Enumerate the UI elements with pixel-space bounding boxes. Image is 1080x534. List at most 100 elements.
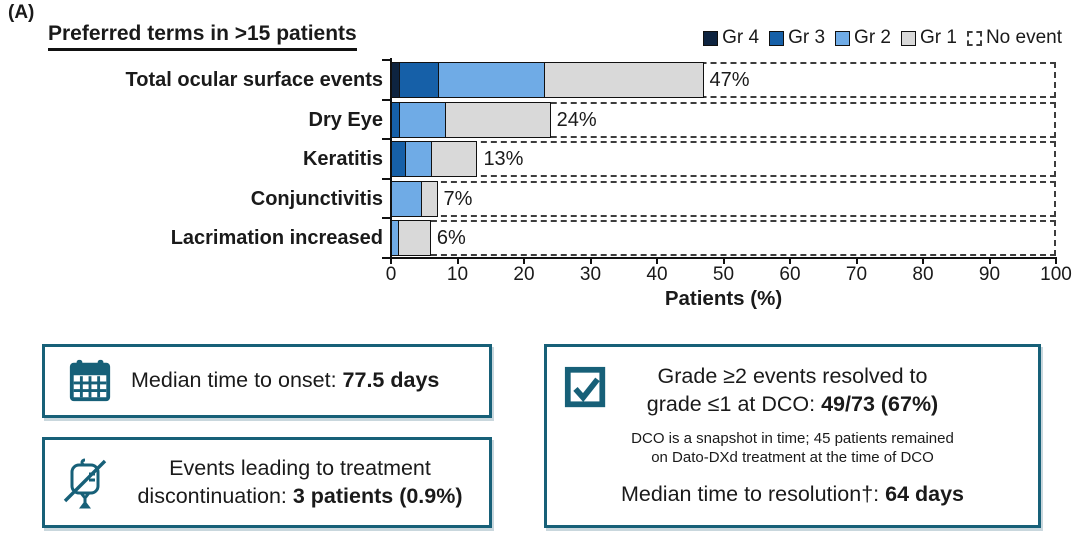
x-axis-tick: [1055, 258, 1057, 264]
x-axis-tick-label: 90: [978, 264, 1001, 285]
category-label: Keratitis: [302, 148, 383, 170]
bar-value-label: 7%: [443, 188, 473, 210]
legend-swatch-icon: [769, 30, 785, 46]
x-axis-tick-label: 60: [779, 264, 801, 285]
legend-swatch-icon: [703, 30, 719, 46]
bar-segment-gr2: [438, 63, 544, 97]
legend-label: Gr 2: [854, 27, 891, 48]
panel-label: (A): [8, 2, 35, 23]
checkbox-checked-icon: [564, 366, 606, 408]
x-axis-tick-label: 40: [646, 264, 668, 285]
discontinuation-text: Events leading to treatment discontinuat…: [121, 455, 489, 510]
y-axis-tick: [382, 99, 391, 101]
resolution-box: Grade ≥2 events resolved to grade ≤1 at …: [544, 344, 1041, 528]
x-axis-tick: [456, 258, 459, 264]
legend-label: No event: [985, 27, 1062, 48]
bar-segment-gr1: [543, 63, 703, 97]
no-event-swatch-icon: [966, 30, 982, 46]
y-axis-tick: [382, 178, 391, 180]
legend-swatch-icon: [835, 30, 851, 46]
bar-segment-gr1: [420, 182, 437, 216]
x-axis-tick: [589, 258, 592, 264]
legend-item: No event: [966, 27, 1062, 49]
x-axis-tick-label: 0: [385, 264, 397, 285]
x-axis-tick-label: 30: [579, 264, 602, 285]
legend-swatch-icon: [901, 30, 916, 46]
stacked-bar: [391, 220, 431, 256]
median-resolution-label: Median time to resolution†:: [620, 481, 886, 506]
bar-segment-gr3: [398, 63, 439, 97]
bar-segment-gr1: [444, 103, 550, 137]
resolution-line2-label: grade ≤1 at DCO:: [646, 391, 822, 416]
bar-value-label: 13%: [483, 148, 524, 170]
y-axis-tick: [382, 138, 391, 140]
legend-label: Gr 1: [920, 27, 957, 48]
chart-legend: Gr 4 Gr 3 Gr 2 Gr 1 No event: [703, 27, 1062, 49]
x-axis-tick: [789, 258, 791, 264]
bar-value-label: 47%: [709, 69, 750, 91]
y-axis-tick: [382, 217, 391, 219]
x-axis-tick-label: 10: [446, 264, 469, 285]
x-axis-tick: [855, 258, 858, 264]
dco-note: DCO is a snapshot in time; 45 patients r…: [547, 429, 1038, 468]
stacked-bar: [391, 181, 438, 217]
resolution-line1: Grade ≥2 events resolved to: [657, 364, 928, 388]
median-resolution-value: 64 days: [885, 481, 965, 506]
median-resolution-text: Median time to resolution†: 64 days: [547, 482, 1038, 507]
bar-segment-gr2: [404, 142, 431, 176]
bar-segment-gr3: [392, 142, 405, 176]
x-axis-tick: [988, 258, 991, 264]
x-axis-tick-label: 70: [845, 264, 868, 285]
x-axis-tick: [390, 258, 392, 264]
stacked-bar: [391, 141, 478, 177]
bar-segment-gr2: [392, 182, 421, 216]
no-event-region: [391, 141, 1056, 177]
resolution-text: Grade ≥2 events resolved to grade ≤1 at …: [547, 363, 1038, 419]
bar-segment-gr2: [398, 103, 445, 137]
dco-note-line2: on Dato-DXd treatment at the time of DCO: [651, 449, 934, 467]
bar-chart: 47% 24% 13% 7% 6% Total ocular surface event…: [125, 58, 1072, 310]
dco-note-line1: DCO is a snapshot in time; 45 patients r…: [631, 429, 954, 447]
y-axis-tick: [382, 59, 391, 61]
bar-segment-gr4: [392, 63, 399, 97]
category-label: Total ocular surface events: [125, 69, 384, 91]
no-event-region: [391, 181, 1056, 217]
legend-item: Gr 1: [901, 27, 957, 49]
x-axis-tick: [922, 258, 924, 264]
x-axis-tick: [656, 258, 658, 264]
x-axis-tick: [523, 258, 525, 264]
bar-value-label: 24%: [556, 109, 597, 131]
x-axis-tick-label: 80: [912, 264, 934, 285]
legend-item: Gr 3: [769, 27, 825, 49]
category-label: Conjunctivitis: [250, 188, 383, 210]
calendar-icon: [69, 359, 111, 402]
stacked-bar: [391, 62, 704, 98]
discontinuation-line2-label: discontinuation:: [137, 483, 293, 508]
bar-segment-gr3: [392, 103, 399, 137]
bar-segment-gr2: [392, 221, 399, 255]
resolution-value: 49/73 (67%): [821, 391, 939, 416]
y-axis-tick: [382, 257, 391, 259]
bar-segment-gr1: [430, 142, 477, 176]
chart-title: Preferred terms in >15 patients: [48, 22, 357, 51]
category-label: Lacrimation increased: [170, 227, 383, 249]
x-axis-tick-label: 100: [1040, 264, 1072, 285]
discontinuation-box: Events leading to treatment discontinuat…: [42, 437, 492, 528]
legend-item: Gr 4: [703, 27, 759, 49]
x-axis-tick-label: 50: [712, 264, 735, 285]
category-label: Dry Eye: [308, 109, 384, 131]
x-axis-tick: [722, 258, 725, 264]
median-onset-label: Median time to onset:: [131, 368, 343, 393]
discontinuation-line1: Events leading to treatment: [169, 455, 431, 480]
x-axis-title: Patients (%): [664, 287, 783, 310]
bar-segment-gr1: [398, 221, 430, 255]
median-onset-text: Median time to onset: 77.5 days: [131, 367, 439, 395]
plot-area: 47% 24% 13% 7% 6%: [391, 60, 1056, 258]
bar-value-label: 6%: [436, 227, 466, 249]
median-onset-value: 77.5 days: [342, 368, 440, 393]
discontinuation-value: 3 patients (0.9%): [292, 483, 463, 508]
x-axis-tick-label: 20: [513, 264, 535, 285]
legend-label: Gr 4: [722, 27, 760, 48]
legend-label: Gr 3: [788, 27, 826, 48]
